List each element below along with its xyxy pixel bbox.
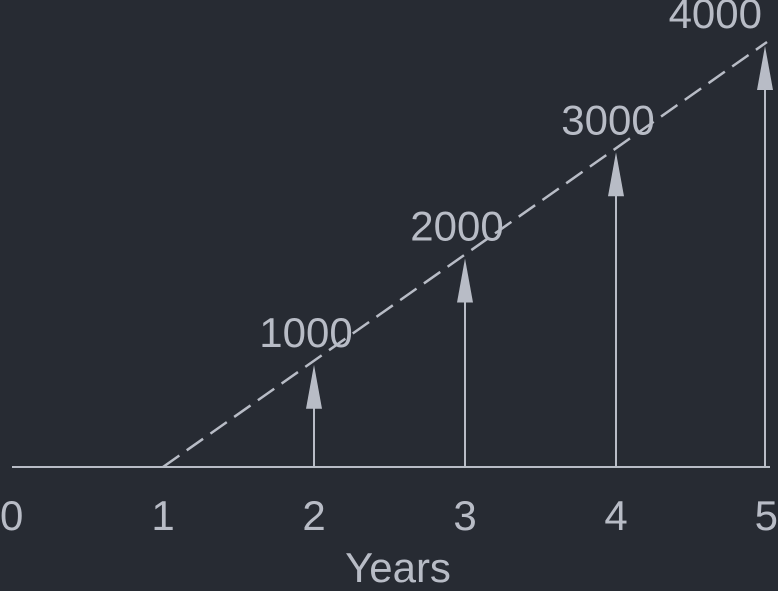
tick-label-1: 1: [151, 492, 174, 539]
value-arrows: 1000 2000 3000 4000: [259, 0, 773, 467]
value-label-3: 2000: [410, 203, 503, 250]
arrow-head-5: [757, 46, 773, 90]
tick-label-2: 2: [302, 492, 325, 539]
tick-label-4: 4: [604, 492, 627, 539]
arrow-head-2: [306, 364, 322, 409]
tick-label-3: 3: [453, 492, 476, 539]
value-label-2: 1000: [259, 309, 352, 356]
year-ticks: 0 1 2 3 4 5: [0, 492, 778, 539]
arrow-head-3: [457, 258, 473, 303]
tick-label-0: 0: [0, 492, 23, 539]
tick-label-5: 5: [755, 492, 778, 539]
dashed-growth-line: [162, 40, 768, 469]
value-label-4: 3000: [561, 96, 654, 143]
x-axis-label: Years: [345, 544, 451, 586]
value-label-5: 4000: [669, 0, 762, 37]
arrow-head-4: [608, 152, 624, 197]
